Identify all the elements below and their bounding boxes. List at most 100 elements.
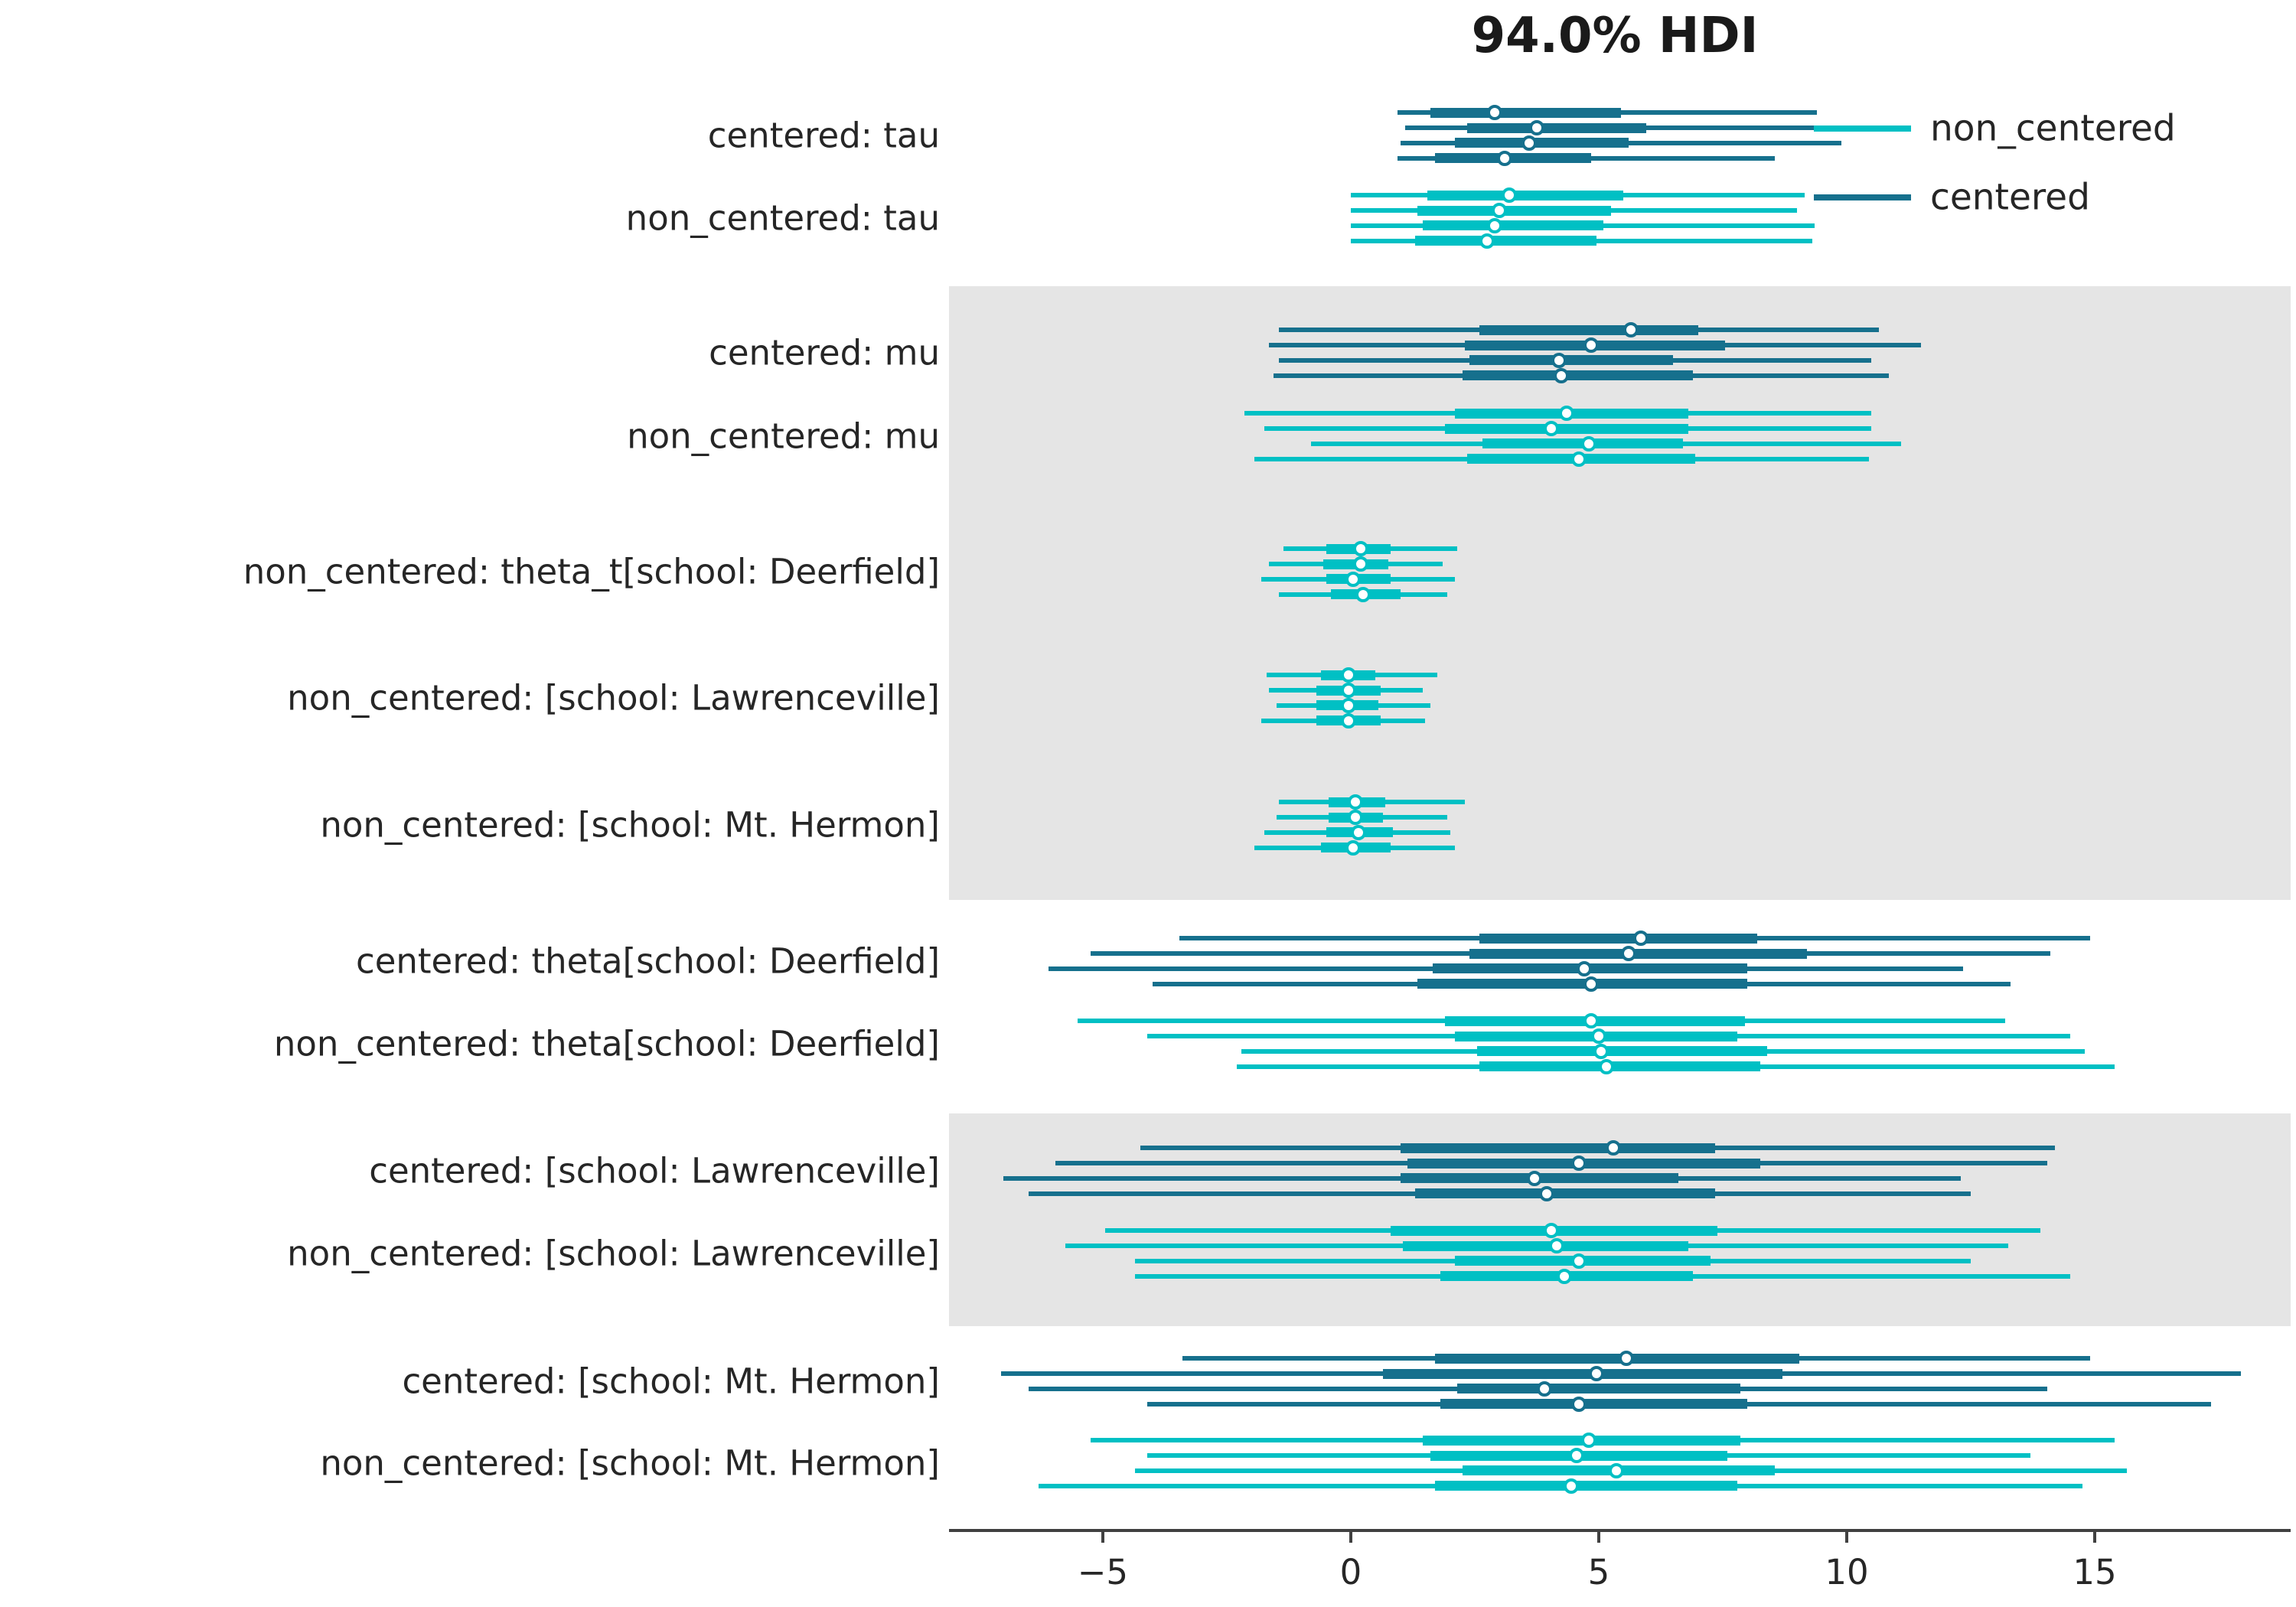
median-marker [1606,1140,1622,1156]
median-marker [1571,1396,1587,1412]
median-marker [1348,794,1364,810]
median-marker [1571,1156,1587,1172]
quartile-interval-line [1469,355,1674,366]
y-axis-row-label: centered: [school: Lawrenceville] [369,1150,940,1191]
x-axis-tick-label: 0 [1339,1552,1362,1592]
x-axis-tick [1596,1530,1600,1543]
quartile-interval-line [1427,190,1624,200]
y-axis-row-label: centered: theta[school: Deerfield] [355,940,940,982]
median-marker [1571,451,1587,467]
median-marker [1564,1478,1580,1494]
y-axis-row-label: centered: [school: Mt. Hermon] [402,1361,940,1402]
median-marker [1571,1253,1587,1269]
quartile-interval-line [1462,370,1694,381]
quartile-interval-line [1479,324,1698,335]
y-axis-row-label: non_centered: theta[school: Deerfield] [273,1023,940,1064]
median-marker [1554,367,1570,383]
y-axis-row-label: non_centered: tau [625,197,940,239]
median-marker [1340,697,1356,713]
median-marker [1479,233,1495,249]
median-marker [1496,150,1512,166]
quartile-interval-line [1422,220,1604,231]
median-marker [1502,187,1518,204]
median-marker [1350,824,1366,840]
plot-title: 94.0% HDI [1471,8,1759,64]
y-axis-row-label: non_centered: [school: Lawrenceville] [287,677,940,719]
quartile-interval-line [1455,138,1629,148]
quartile-interval-line [1400,1143,1716,1153]
median-marker [1588,1366,1604,1382]
median-marker [1538,1185,1554,1201]
y-axis-row-label: non_centered: mu [627,416,940,457]
median-marker [1580,1433,1596,1449]
median-marker [1544,1223,1560,1239]
quartile-interval-line [1415,1188,1716,1199]
median-marker [1568,1448,1584,1464]
median-marker [1580,435,1596,451]
median-marker [1583,976,1600,992]
x-axis-tick-label: 10 [1825,1552,1869,1592]
quartile-interval-line [1440,1399,1748,1410]
median-marker [1576,960,1592,976]
x-axis-tick [1844,1530,1848,1543]
legend-item-label: non_centered [1930,107,2176,150]
y-axis-row-label: non_centered: [school: Lawrenceville] [287,1233,940,1274]
median-marker [1536,1380,1552,1397]
median-marker [1352,556,1368,572]
quartile-interval-line [1435,1481,1738,1491]
median-marker [1618,1351,1634,1367]
quartile-interval-line [1477,1046,1768,1057]
quartile-interval-line [1415,236,1596,246]
quartile-interval-line [1479,1061,1760,1072]
legend-item-label: centered [1930,176,2090,219]
legend-line-sample [1814,194,1911,200]
median-marker [1521,135,1538,151]
median-marker [1548,1238,1564,1254]
quartile-interval-line [1435,153,1592,164]
quartile-interval-line [1417,979,1748,989]
median-marker [1345,839,1362,856]
quartile-interval-line [1435,1353,1800,1364]
median-marker [1556,1268,1572,1284]
median-marker [1486,217,1502,233]
median-marker [1355,586,1371,602]
quartile-interval-line [1445,423,1688,434]
quartile-interval-line [1417,205,1612,216]
median-marker [1526,1170,1542,1186]
quartile-interval-line [1402,1240,1688,1251]
median-marker [1633,931,1649,947]
y-axis-row-label: centered: tau [707,115,940,156]
median-marker [1528,120,1544,136]
x-axis-tick [2093,1530,2097,1543]
median-marker [1345,571,1362,587]
x-axis-tick-label: 5 [1587,1552,1610,1592]
y-axis-row-label: centered: mu [709,332,940,373]
quartile-interval-line [1469,948,1808,959]
median-marker [1492,203,1508,219]
x-axis-line [949,1529,2291,1532]
y-axis-row-label: non_centered: theta_t[school: Deerfield] [243,551,940,592]
median-marker [1486,105,1502,121]
median-marker [1583,1013,1600,1029]
median-marker [1598,1058,1614,1074]
y-axis-row-label: non_centered: [school: Mt. Hermon] [320,804,940,846]
median-marker [1593,1043,1609,1059]
median-marker [1340,683,1356,699]
y-axis-row-label: non_centered: [school: Mt. Hermon] [320,1442,940,1484]
median-marker [1620,946,1636,962]
shaded-band [949,286,2291,900]
quartile-interval-line [1383,1368,1782,1379]
median-marker [1590,1028,1606,1045]
median-marker [1348,810,1364,826]
x-axis-tick-label: −5 [1077,1552,1129,1592]
quartile-interval-line [1430,107,1622,118]
x-axis-tick [1101,1530,1104,1543]
legend-line-sample [1814,125,1911,132]
median-marker [1340,712,1356,729]
median-marker [1551,352,1567,368]
quartile-interval-line [1467,122,1646,133]
x-axis-tick [1349,1530,1352,1543]
median-marker [1608,1462,1624,1478]
median-marker [1352,541,1368,557]
